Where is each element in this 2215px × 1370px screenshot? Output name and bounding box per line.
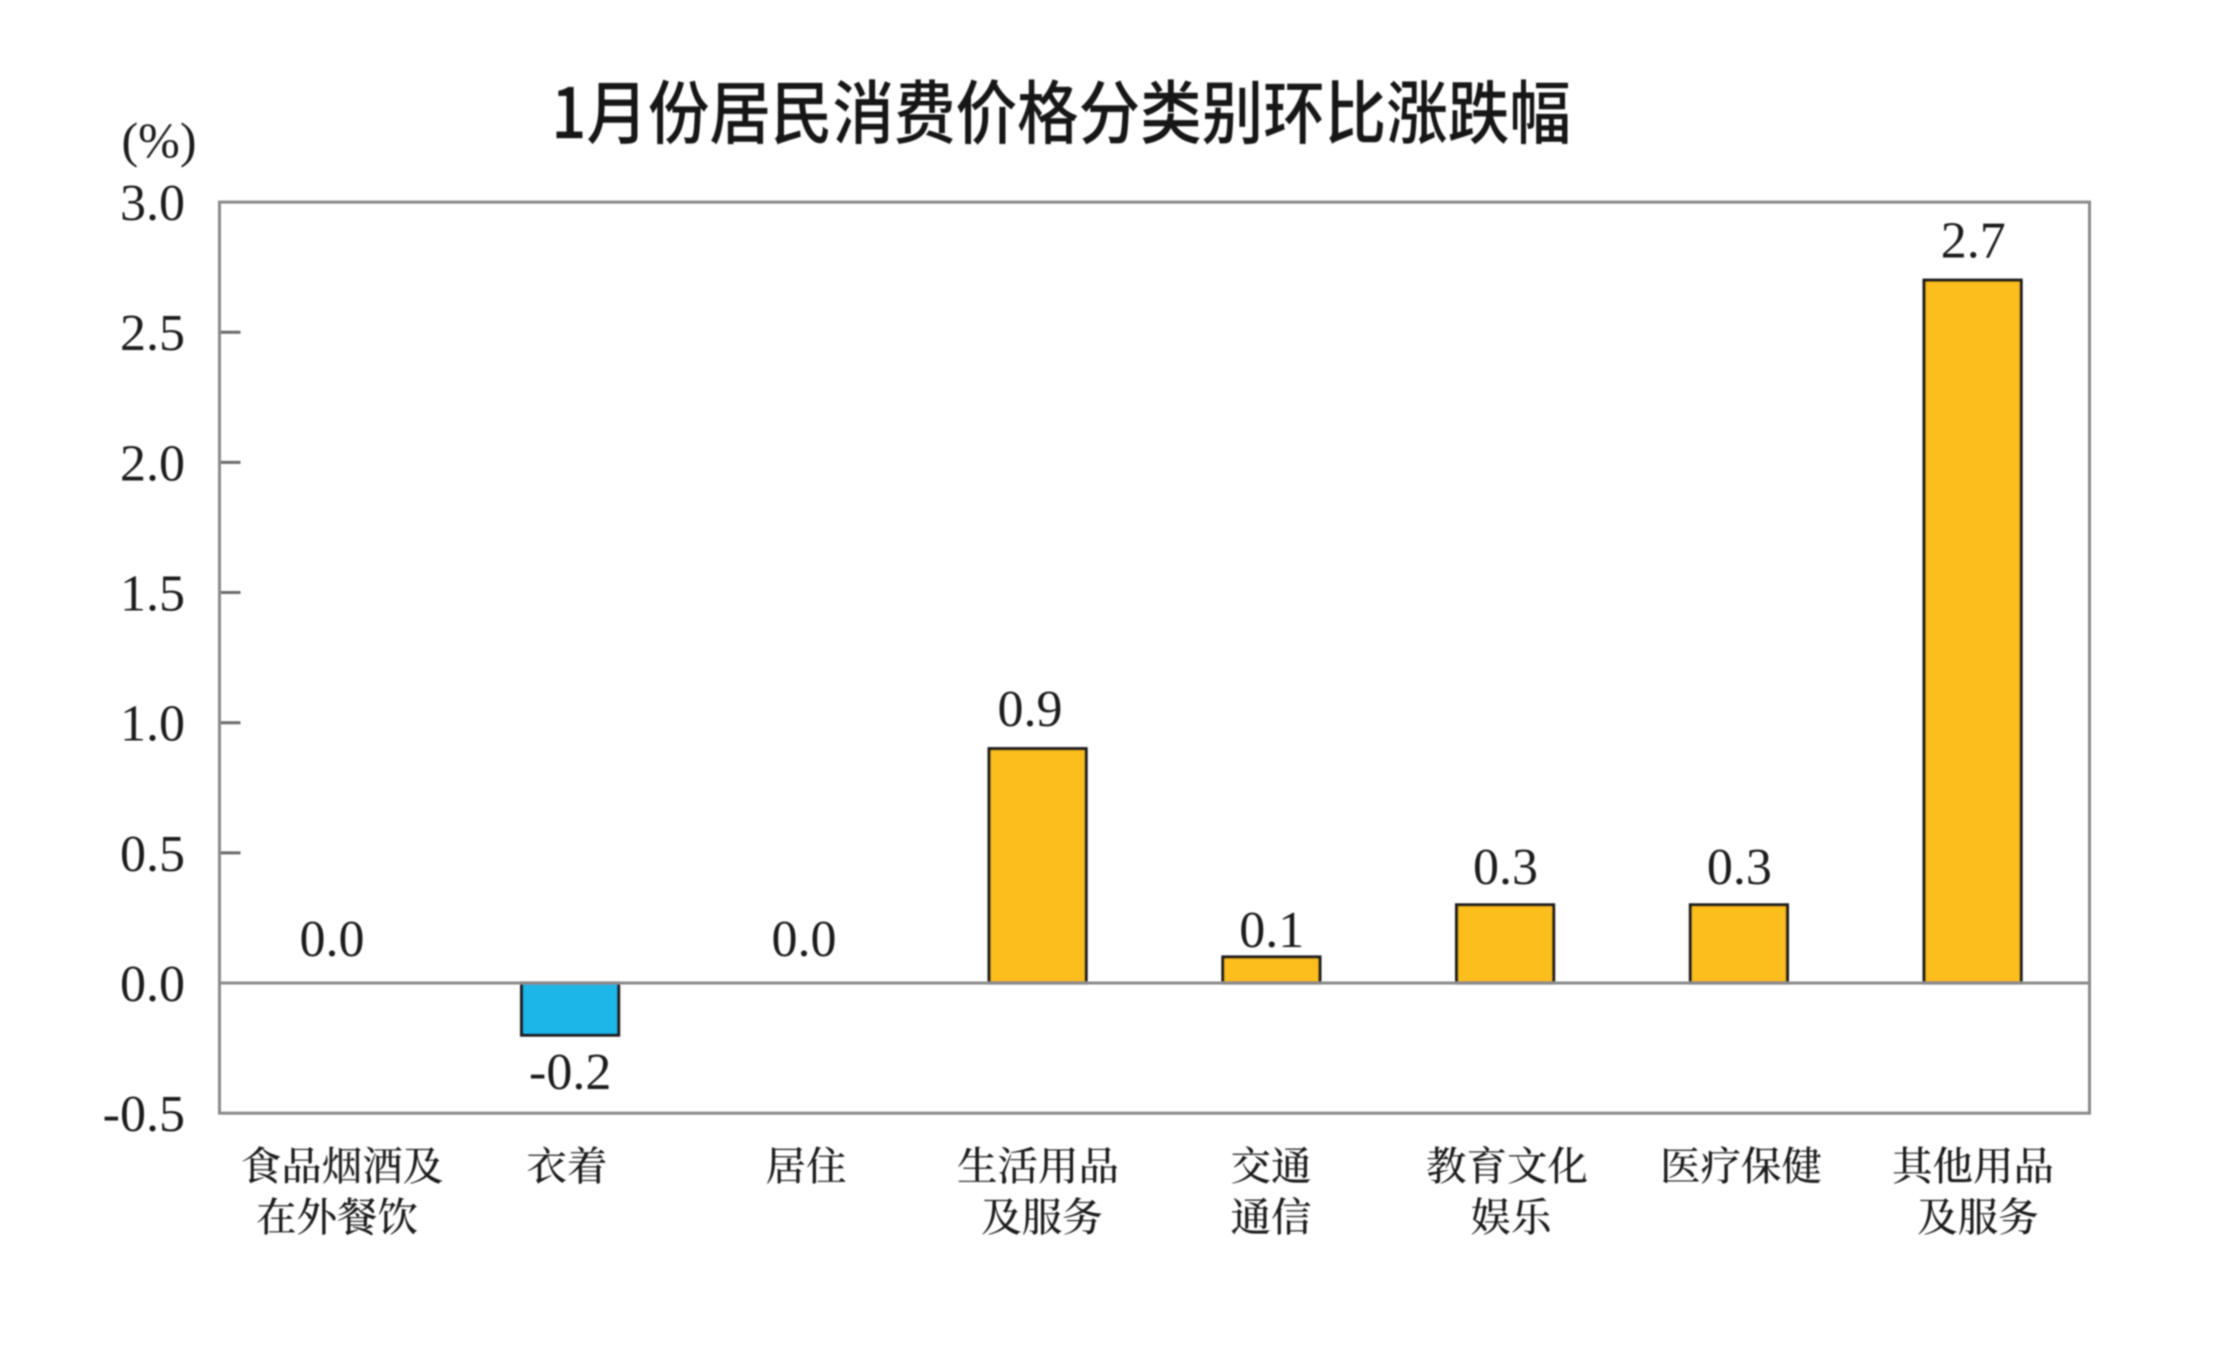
svg-text:0.1: 0.1: [1239, 902, 1304, 959]
svg-text:0.5: 0.5: [120, 826, 185, 883]
svg-text:0.3: 0.3: [1707, 839, 1772, 896]
svg-text:(%): (%): [122, 112, 197, 168]
svg-text:0.9: 0.9: [998, 681, 1063, 738]
svg-text:2.7: 2.7: [1941, 213, 2006, 270]
svg-text:-0.2: -0.2: [529, 1044, 611, 1101]
svg-text:1.5: 1.5: [120, 566, 185, 623]
svg-text:1.0: 1.0: [120, 696, 185, 753]
svg-text:0.0: 0.0: [300, 911, 365, 968]
svg-text:3.0: 3.0: [120, 175, 185, 232]
svg-text:0.3: 0.3: [1473, 839, 1538, 896]
svg-text:2.0: 2.0: [120, 435, 185, 492]
svg-text:0.0: 0.0: [120, 956, 185, 1013]
svg-text:-0.5: -0.5: [103, 1086, 185, 1143]
svg-text:0.0: 0.0: [772, 911, 837, 968]
svg-text:2.5: 2.5: [120, 305, 185, 362]
